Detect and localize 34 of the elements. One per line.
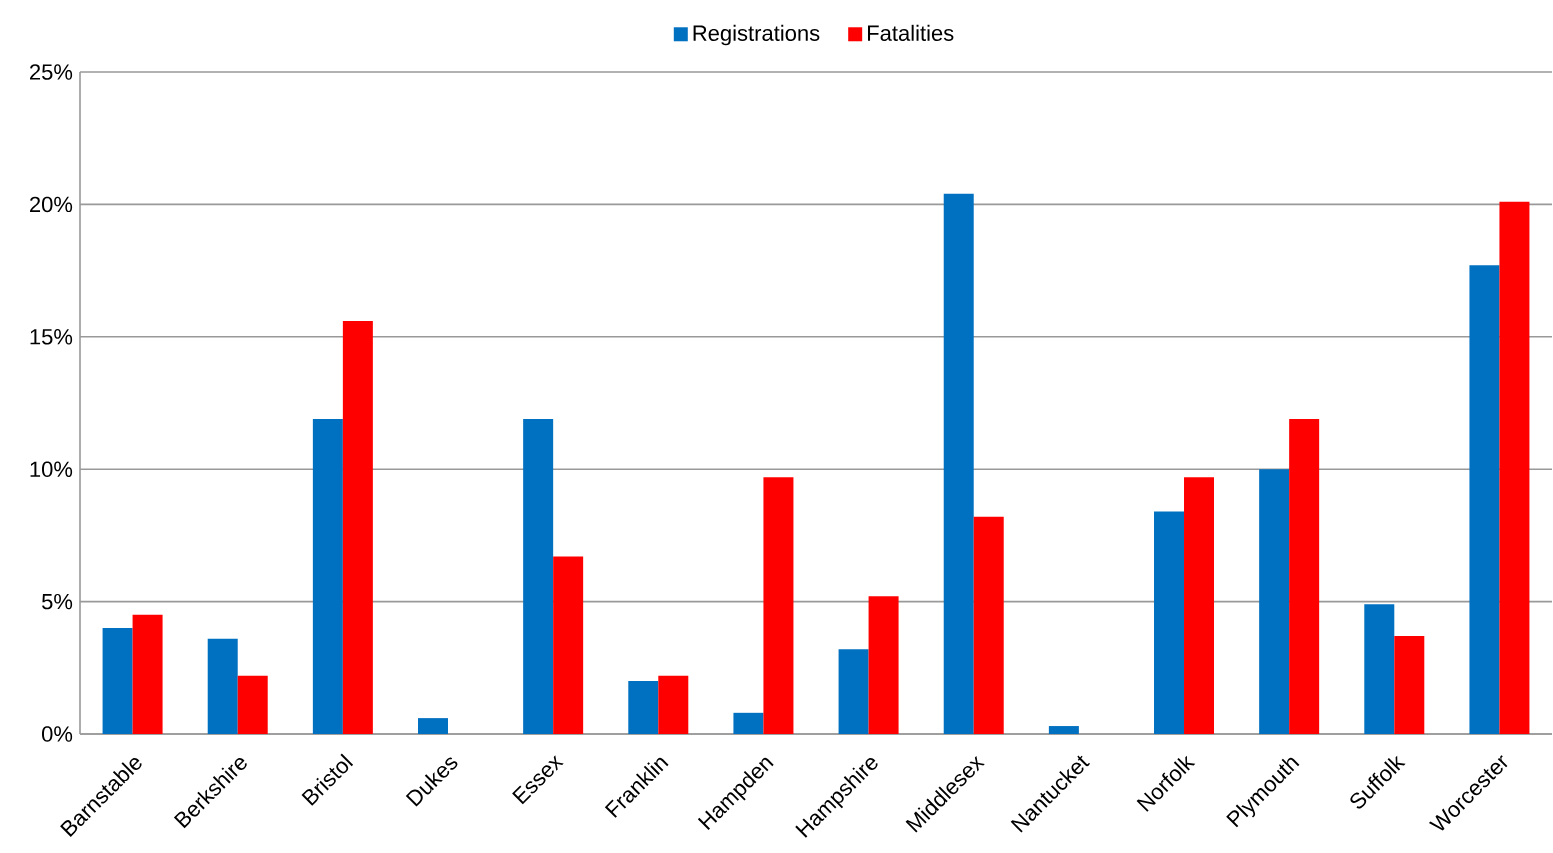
bar — [418, 718, 448, 734]
bar — [973, 516, 1004, 734]
bar — [523, 418, 554, 734]
bar — [132, 614, 163, 734]
bar — [658, 675, 689, 734]
bar — [733, 712, 764, 734]
bar — [838, 649, 869, 734]
bar — [763, 477, 794, 734]
bar — [1289, 418, 1320, 734]
bar — [868, 596, 899, 734]
bar — [1364, 604, 1395, 734]
bar — [943, 193, 974, 734]
bar — [312, 418, 343, 734]
y-tick-label: 5% — [42, 593, 73, 610]
legend-label: Registrations — [693, 24, 820, 46]
bar — [1499, 201, 1530, 734]
bar — [1154, 511, 1185, 734]
bar — [1469, 265, 1500, 734]
bar — [1184, 477, 1215, 734]
bar — [237, 675, 268, 734]
y-tick-label: 20% — [30, 196, 73, 213]
y-tick-label: 10% — [30, 461, 73, 477]
y-tick-label: 0% — [41, 726, 73, 742]
bar — [342, 320, 373, 734]
bar — [1048, 726, 1079, 734]
bar — [1394, 636, 1425, 734]
legend-label: Fatalities — [868, 24, 954, 41]
y-tick-label: 15% — [30, 329, 73, 345]
bar — [553, 556, 584, 734]
bar — [102, 628, 133, 734]
y-tick-label: 25% — [30, 64, 73, 80]
bar — [628, 681, 659, 734]
bar — [207, 638, 238, 734]
bar — [1259, 469, 1290, 734]
